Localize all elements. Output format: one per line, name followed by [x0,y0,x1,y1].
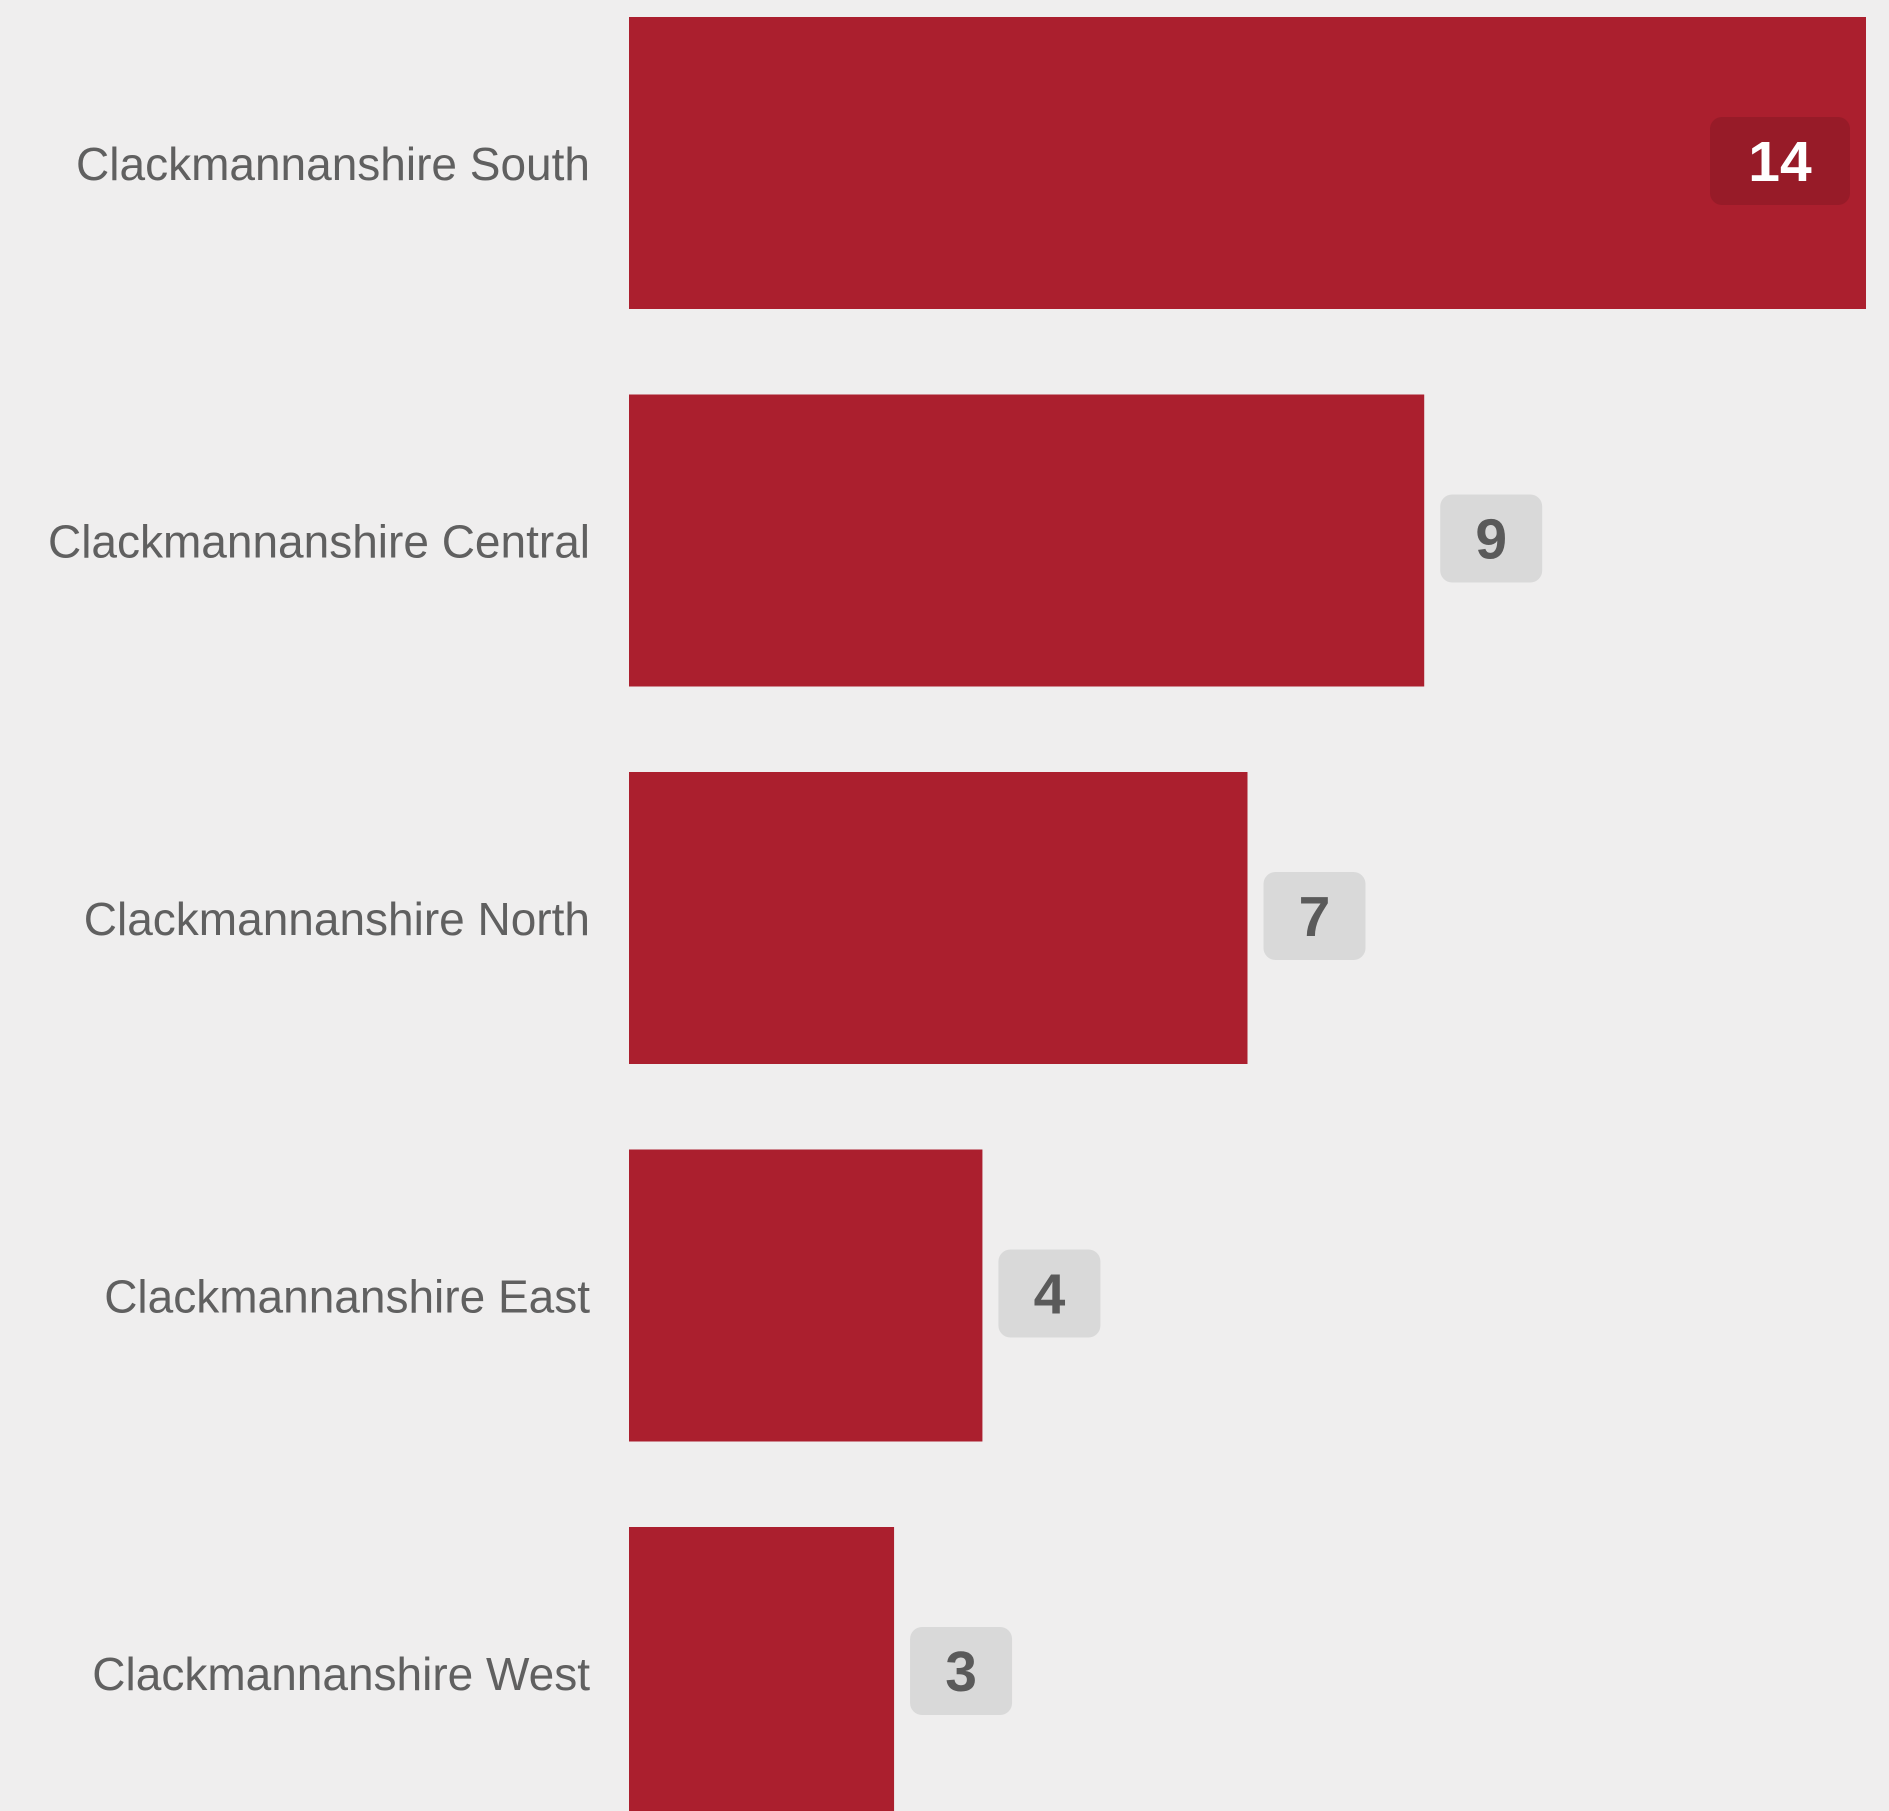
value-label: 4 [1034,1263,1066,1327]
value-badge [998,1249,1101,1338]
bar [629,772,1248,1064]
bar [629,17,1866,309]
bar-group: Clackmannanshire West 3 [92,1527,1013,1811]
bar [629,1149,983,1442]
category-label: Clackmannanshire South [76,138,590,190]
value-badge [910,1627,1013,1715]
category-label: Clackmannanshire Central [48,516,590,568]
bar-group: Clackmannanshire East 4 [104,1149,1101,1442]
category-label: Clackmannanshire West [92,1648,590,1700]
bar [629,394,1425,687]
value-label: 14 [1748,130,1812,194]
value-label: 7 [1299,885,1331,949]
bar [629,1527,895,1811]
category-label: Clackmannanshire North [84,893,590,945]
bars-layer: Clackmannanshire South 14Clackmannanshire… [48,17,1866,1811]
category-label: Clackmannanshire East [104,1271,590,1323]
value-label: 9 [1475,508,1507,572]
bar-group: Clackmannanshire South 14 [76,17,1866,309]
value-label: 3 [945,1640,977,1704]
value-badge [1440,494,1543,583]
bar-group: Clackmannanshire North 7 [84,772,1366,1064]
value-badge [1263,872,1366,960]
bar-group: Clackmannanshire Central 9 [48,394,1543,687]
value-badge [1710,117,1850,205]
